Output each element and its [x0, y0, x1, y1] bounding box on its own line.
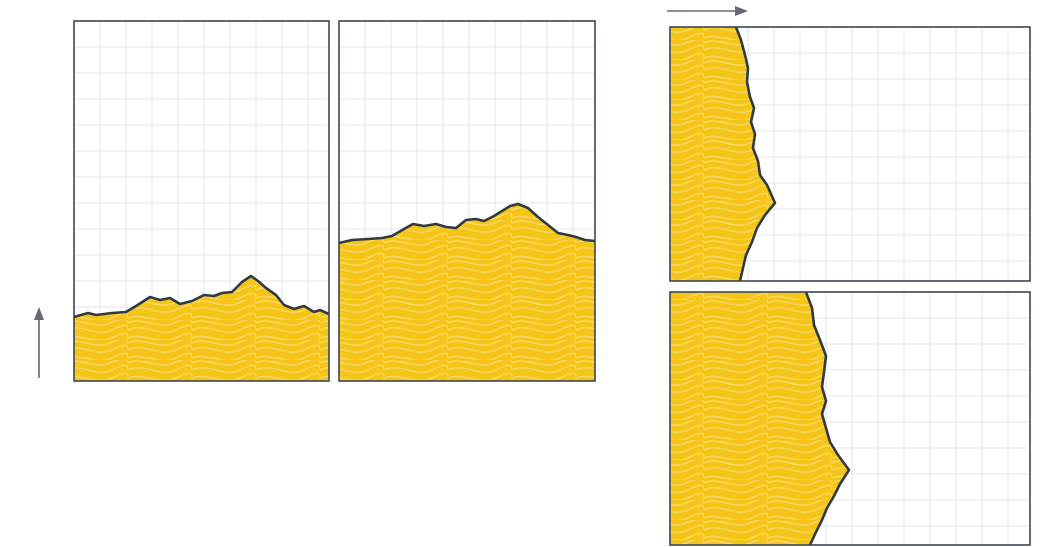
fill-profile-line — [73, 274, 330, 319]
fill-profile-line — [734, 26, 777, 282]
horizontal-panel-high — [669, 291, 1031, 546]
fill-area — [670, 27, 775, 281]
arrow-up-icon — [34, 307, 44, 378]
panel-border — [669, 291, 1031, 546]
fill-area — [74, 276, 329, 381]
panel-border — [73, 20, 330, 382]
vertical-panel-high — [338, 20, 596, 382]
panel-border — [338, 20, 596, 382]
fill-area — [670, 292, 849, 545]
horizontal-panel-low — [669, 26, 1031, 282]
panel-border — [669, 26, 1031, 282]
vertical-panel-low — [73, 20, 330, 382]
fill-profile-line — [804, 291, 851, 546]
fill-profile-line — [338, 202, 596, 245]
arrow-right-icon — [667, 6, 748, 16]
fill-area — [339, 204, 595, 381]
